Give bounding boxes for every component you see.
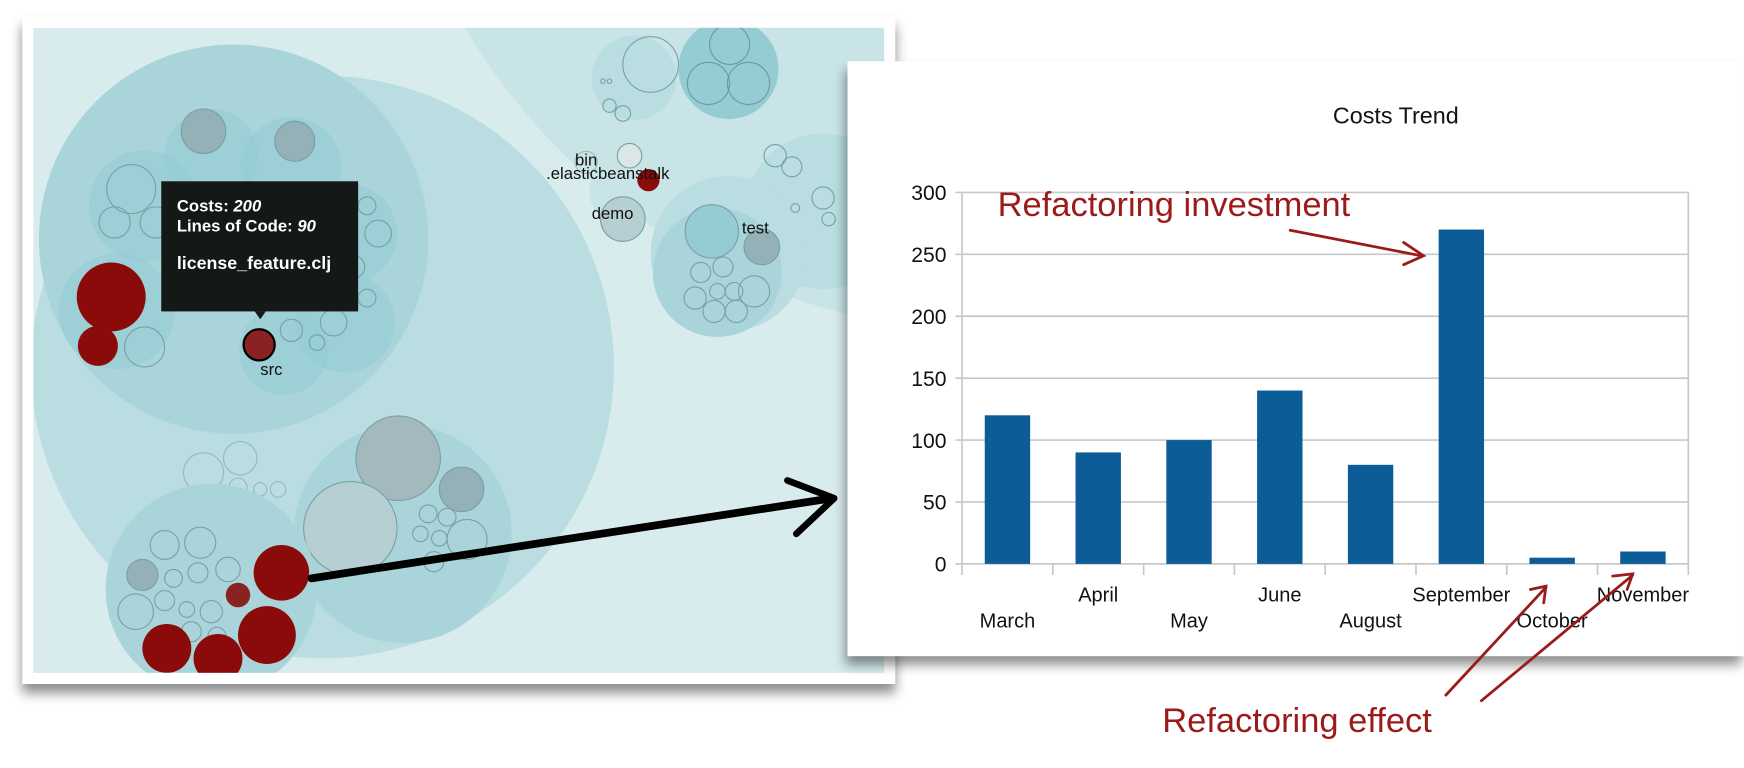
label-demo: demo [591,204,634,224]
tooltip-file-name: license_feature.clj [176,254,332,274]
hotspot-circle[interactable] [77,325,118,366]
demo-folder-circle[interactable] [600,196,646,242]
bar-may [1166,440,1212,564]
hotspot-circle[interactable] [637,169,660,192]
y-tick-label: 300 [911,182,946,205]
selected-file-circle[interactable] [242,328,276,362]
bar-october [1529,557,1575,564]
label-bin: bin [575,151,598,171]
y-tick-label: 100 [911,430,946,453]
x-tick-label: November [1597,585,1690,607]
bar-april [1075,452,1121,564]
costs-bar-chart: Costs Trend 0 50 100 150 200 250 300 March April… [911,102,1690,632]
bar-june [1257,390,1303,564]
hotspot-circle[interactable] [76,262,146,332]
y-tick-label: 200 [911,306,946,329]
tooltip-loc-value: 90 [297,216,316,236]
bar-november [1620,551,1666,564]
y-tick-label: 150 [911,368,946,391]
bars [984,229,1666,564]
x-tick-label: March [980,610,1036,632]
x-tick-label: April [1078,585,1118,607]
y-tick-label: 250 [911,244,946,267]
x-tick-label: August [1339,610,1402,632]
label-src: src [260,360,283,380]
label-elasticbeanstalk: .elasticbeanstalk [546,164,670,184]
circle-packing-visualization: src bin .elasticbeanstalk demo test Cost… [33,27,885,673]
circle-packing-svg [33,27,885,673]
bar-september [1438,229,1485,564]
label-test: test [741,219,769,239]
costs-chart-panel: Costs Trend 0 50 100 150 200 250 300 March April… [847,61,1744,657]
annotation-refactoring-effect: Refactoring effect [1162,700,1432,740]
x-tick-label: May [1170,610,1208,632]
chart-title: Costs Trend [1333,102,1459,128]
code-map-panel: src bin .elasticbeanstalk demo test Cost… [22,16,896,685]
gridlines [955,191,1690,576]
tooltip-loc-label: Lines of Code: [176,216,298,236]
x-tick-label: September [1412,585,1510,607]
y-tick-label: 50 [923,492,947,515]
bar-august [1347,464,1394,564]
annotation-refactoring-investment: Refactoring investment [997,184,1351,224]
bar-march [984,415,1031,564]
y-tick-label: 0 [935,554,947,577]
tooltip-pointer [254,311,266,320]
tooltip-costs-label: Costs: [176,196,234,216]
file-tooltip: Costs: 200 Lines of Code: 90 license_fea… [161,181,359,320]
x-tick-label: June [1258,585,1301,607]
tooltip-costs-value: 200 [233,196,262,216]
x-tick-label: October [1517,610,1588,632]
